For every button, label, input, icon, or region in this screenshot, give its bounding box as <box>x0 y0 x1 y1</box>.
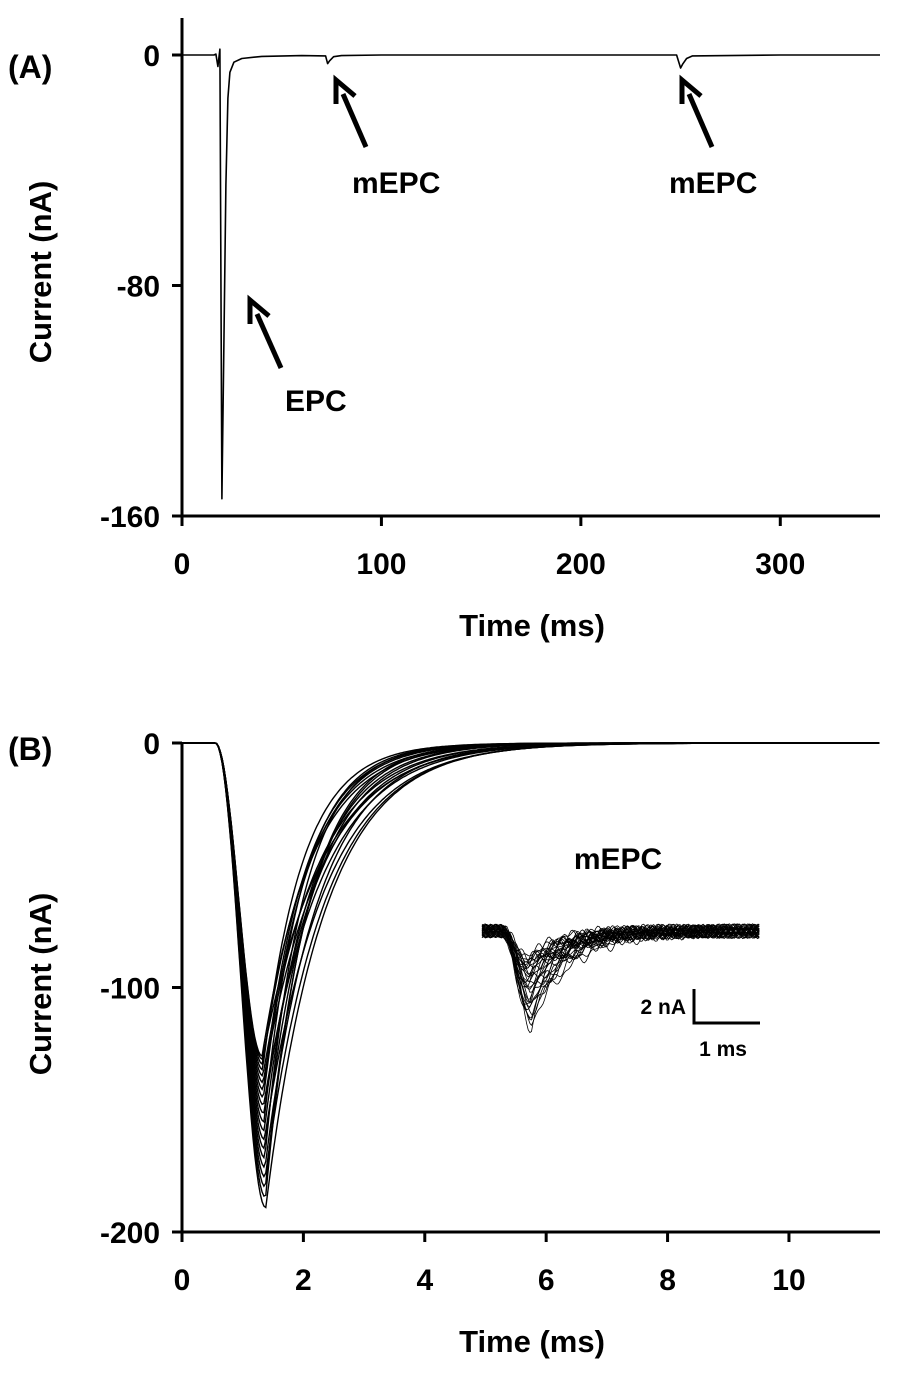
annotation-epc: EPC <box>247 294 347 418</box>
panel-a-y-tick-label: -80 <box>117 271 160 304</box>
panel-a-y-tick-label: -160 <box>100 501 160 534</box>
panel-a-y-tick-label: 0 <box>143 40 160 73</box>
panel-b-x-tick-label: 8 <box>659 1264 676 1297</box>
annotation-mepc-1-arrow-shaft <box>340 93 369 148</box>
inset-trace <box>481 924 760 984</box>
inset-traces <box>481 923 760 1034</box>
annotation-mepc-2-arrow-shaft <box>686 93 715 148</box>
panel-b-x-tick-label: 10 <box>772 1264 805 1297</box>
panel-a-x-tick-label: 100 <box>356 548 406 581</box>
annotation-mepc-2: mEPC <box>669 74 757 200</box>
panel-b-y-tick-label: -200 <box>100 1217 160 1250</box>
inset-trace <box>482 923 760 1034</box>
annotation-epc-arrow-head <box>247 294 271 324</box>
annotation-epc-arrow-shaft <box>254 312 284 370</box>
panel-a-x-tick-label: 300 <box>755 548 805 581</box>
panel-b-trace <box>182 742 880 1114</box>
panel-a-x-tick-label: 200 <box>556 548 606 581</box>
annotation-mepc-2-text: mEPC <box>669 167 757 200</box>
inset-scale-bar-lines <box>692 989 760 1025</box>
inset-scale-bar-y-label: 2 nA <box>640 996 686 1019</box>
panel-b-ticks: 0 2 4 6 8 10 0 -100 -200 <box>100 728 806 1297</box>
panel-a-y-label: Current (nA) <box>23 181 58 364</box>
panel-a-ticks: 0 100 200 300 0 -80 -160 <box>100 40 805 581</box>
panel-b-trace <box>182 742 880 1209</box>
panel-b-x-label: Time (ms) <box>459 1324 605 1359</box>
panel-b-y-label: Current (nA) <box>23 893 58 1076</box>
panel-b-x-tick-label: 4 <box>416 1264 433 1297</box>
panel-b-x-tick-label: 0 <box>174 1264 191 1297</box>
annotation-mepc-1: mEPC <box>333 74 440 200</box>
panel-b-trace <box>182 742 880 1084</box>
annotation-mepc-2-arrow-head <box>679 74 703 104</box>
panel-a-axes <box>180 18 880 518</box>
panel-b-trace <box>182 742 880 1058</box>
annotation-epc-text: EPC <box>285 385 347 418</box>
panel-a-x-tick-label: 0 <box>174 548 191 581</box>
panel-b-x-tick-label: 2 <box>295 1264 312 1297</box>
inset-scale-bar-x-label: 1 ms <box>699 1038 747 1061</box>
inset-title: mEPC <box>574 843 662 876</box>
panel-b-label: (B) <box>8 731 52 767</box>
annotation-mepc-1-text: mEPC <box>352 167 440 200</box>
panel-b-y-tick-label: 0 <box>143 728 160 761</box>
panel-b-trace <box>182 742 880 1091</box>
inset-scale-bar: 2 nA 1 ms <box>640 989 760 1061</box>
panel-a-x-label: Time (ms) <box>459 608 605 643</box>
annotation-mepc-1-arrow-head <box>333 74 357 104</box>
inset-trace <box>481 924 760 1027</box>
panel-a-trace <box>182 48 880 500</box>
panel-b-y-tick-label: -100 <box>100 973 160 1006</box>
panel-b-x-tick-label: 6 <box>538 1264 555 1297</box>
panel-a-label: (A) <box>8 49 52 85</box>
panel-b-traces <box>182 742 880 1209</box>
inset-trace <box>481 923 760 1011</box>
inset-trace <box>481 923 760 1015</box>
